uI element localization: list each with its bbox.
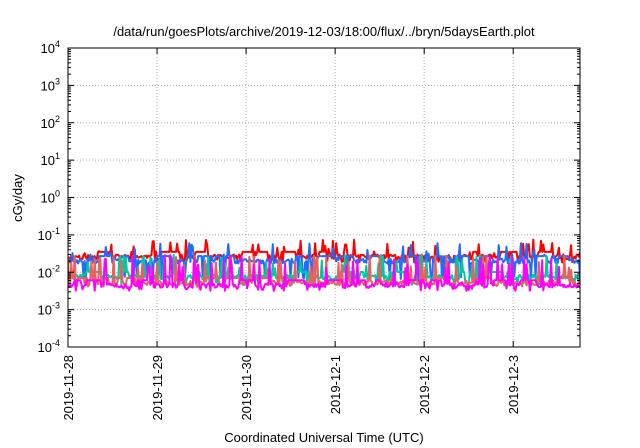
series-group <box>68 238 580 292</box>
x-tick-label: 2019-11-30 <box>239 355 254 421</box>
y-tick-label: 102 <box>41 114 60 131</box>
y-tick-label: 10-2 <box>38 263 60 280</box>
series-line-1 <box>68 238 580 264</box>
x-tick-label: 2019-11-28 <box>61 355 76 421</box>
x-tick-label: 2019-12-2 <box>417 355 432 414</box>
x-tick-label: 2019-12-3 <box>506 355 521 414</box>
x-tick-label: 2019-12-1 <box>328 355 343 414</box>
series-line-5 <box>68 254 580 292</box>
y-axis: 10-4 10-3 10-2 10-1 100 101 102 103 104 <box>38 39 580 355</box>
x-tick-label: 2019-11-29 <box>150 355 165 421</box>
chart-title: /data/run/goesPlots/archive/2019-12-03/1… <box>113 24 535 39</box>
y-tick-label: 10-1 <box>38 226 60 243</box>
y-axis-label: cGy/day <box>10 174 25 222</box>
y-tick-label: 10-4 <box>38 338 60 355</box>
y-tick-label: 104 <box>41 39 60 56</box>
y-tick-label: 10-3 <box>38 301 60 318</box>
y-tick-label: 101 <box>41 151 60 168</box>
x-axis-label: Coordinated Universal Time (UTC) <box>224 430 423 445</box>
x-axis: 2019-11-28 2019-11-29 2019-11-30 2019-12-1 2… <box>61 48 521 421</box>
y-tick-label: 103 <box>41 76 60 93</box>
grid <box>68 48 580 347</box>
y-tick-label: 100 <box>41 189 60 206</box>
